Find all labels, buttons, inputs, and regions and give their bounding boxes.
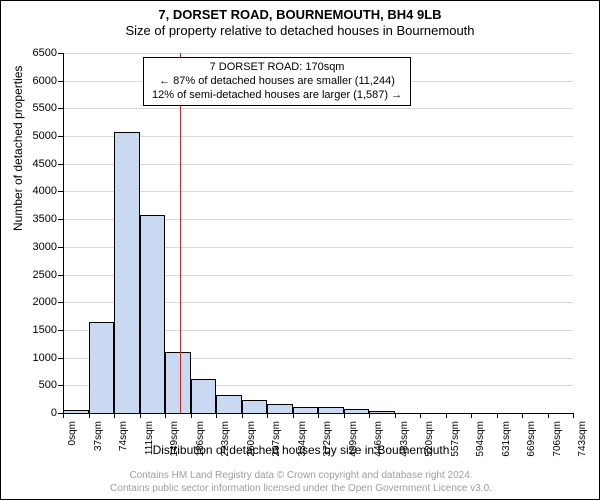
y-tick-label: 6000 <box>23 75 57 87</box>
gridline <box>63 53 573 54</box>
annotation-box: 7 DORSET ROAD: 170sqm← 87% of detached h… <box>143 57 411 106</box>
title-line2: Size of property relative to detached ho… <box>1 23 599 39</box>
histogram-bar <box>267 404 293 413</box>
reference-line <box>180 53 181 413</box>
y-tick-label: 6500 <box>23 47 57 59</box>
y-tick-label: 1000 <box>23 352 57 364</box>
y-tick-label: 5500 <box>23 102 57 114</box>
histogram-bar <box>191 379 217 413</box>
y-tick-label: 4500 <box>23 158 57 170</box>
histogram-bar <box>216 395 242 413</box>
y-tick-label: 0 <box>23 407 57 419</box>
y-tick-label: 2500 <box>23 269 57 281</box>
y-tick-label: 3000 <box>23 241 57 253</box>
annotation-line: ← 87% of detached houses are smaller (11… <box>152 75 402 89</box>
y-tick-label: 4000 <box>23 185 57 197</box>
y-tick-label: 3500 <box>23 213 57 225</box>
y-axis <box>63 53 64 413</box>
x-axis <box>63 413 573 414</box>
gridline <box>63 164 573 165</box>
gridline <box>63 136 573 137</box>
histogram-bar <box>114 132 140 413</box>
figure-frame: 7, DORSET ROAD, BOURNEMOUTH, BH4 9LB Siz… <box>0 0 600 500</box>
annotation-line: 7 DORSET ROAD: 170sqm <box>152 61 402 75</box>
x-tick <box>573 413 574 418</box>
histogram-bar <box>89 322 115 413</box>
y-tick-label: 500 <box>23 379 57 391</box>
footer-attribution: Contains HM Land Registry data © Crown c… <box>1 470 600 495</box>
footer-line2: Contains public sector information licen… <box>1 483 600 496</box>
histogram-bar <box>165 352 191 413</box>
y-tick-label: 5000 <box>23 130 57 142</box>
gridline <box>63 108 573 109</box>
x-axis-label: Distribution of detached houses by size … <box>1 443 600 457</box>
title-line1: 7, DORSET ROAD, BOURNEMOUTH, BH4 9LB <box>1 7 599 23</box>
y-tick-label: 1500 <box>23 324 57 336</box>
annotation-line: 12% of semi-detached houses are larger (… <box>152 89 402 103</box>
histogram-bar <box>242 400 268 413</box>
footer-line1: Contains HM Land Registry data © Crown c… <box>1 470 600 483</box>
chart-plot-area: 0500100015002000250030003500400045005000… <box>63 53 573 413</box>
y-tick-label: 2000 <box>23 296 57 308</box>
histogram-bar <box>140 215 166 413</box>
gridline <box>63 191 573 192</box>
y-axis-label: Number of detached properties <box>11 66 25 231</box>
titles-block: 7, DORSET ROAD, BOURNEMOUTH, BH4 9LB Siz… <box>1 7 599 40</box>
